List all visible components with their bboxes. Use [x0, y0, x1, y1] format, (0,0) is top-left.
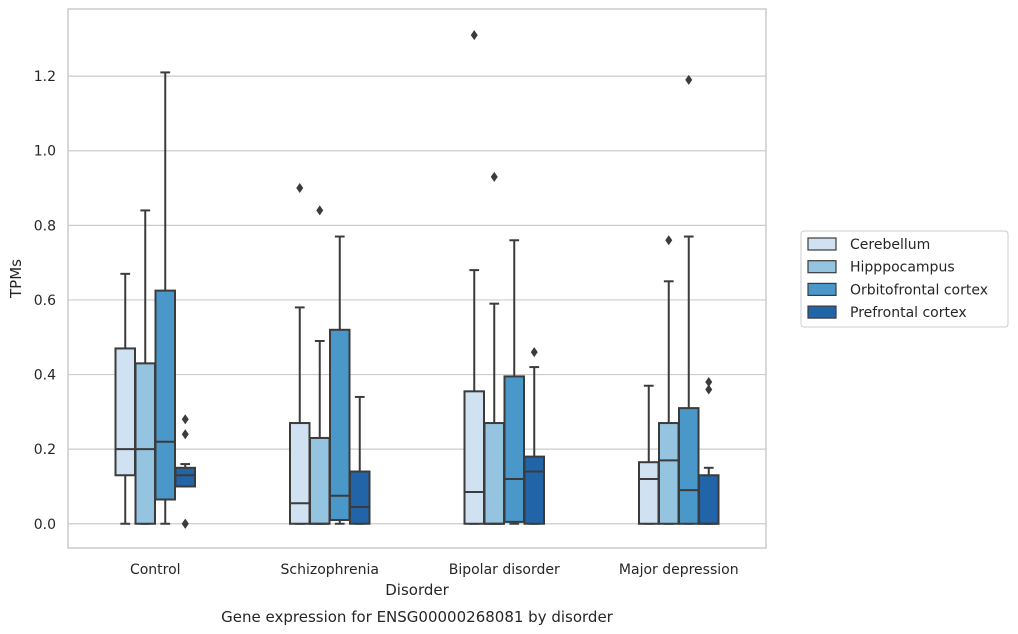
- box-cerebellum-1: [289, 183, 311, 525]
- legend-item-label: Cerebellum: [850, 237, 930, 253]
- box-body: [289, 422, 311, 525]
- y-tick-label: 1.2: [34, 69, 56, 85]
- x-tick-label: Major depression: [619, 562, 739, 578]
- outlier-point: [665, 235, 673, 246]
- box-prefrontal-cortex-1: [349, 395, 371, 525]
- box-body: [463, 390, 485, 525]
- box-body: [309, 436, 331, 525]
- box-body: [114, 347, 136, 477]
- box-body: [483, 422, 505, 525]
- outlier-point: [316, 205, 324, 216]
- box-orbitofrontal-cortex-2: [503, 239, 525, 525]
- box-prefrontal-cortex-3: [698, 377, 720, 525]
- y-grid: [68, 75, 766, 525]
- legend-item-label: Orbitofrontal cortex: [850, 282, 988, 298]
- box-body: [349, 470, 371, 525]
- plot-frame: [67, 8, 767, 549]
- legend-frame: [800, 230, 1009, 328]
- box-hipppocampus-3: [658, 235, 680, 525]
- box-cerebellum-3: [638, 384, 660, 525]
- outlier-point: [530, 347, 538, 358]
- legend: Cerebellum Hipppocampus Orbitofrontal cort…: [800, 230, 1009, 328]
- legend-swatch: [807, 305, 837, 319]
- y-tick-label: 0.4: [34, 368, 56, 384]
- box-body: [503, 375, 525, 523]
- box-orbitofrontal-cortex-3: [678, 74, 700, 525]
- box-cerebellum-0: [114, 272, 136, 525]
- outlier-point: [685, 74, 693, 85]
- y-tick-labels: 0.0 0.2 0.4 0.6 0.8 1.0 1.2: [34, 69, 56, 533]
- legend-swatch: [807, 260, 837, 274]
- y-tick-label: 1.0: [34, 144, 56, 160]
- y-tick-label: 0.6: [34, 293, 56, 309]
- box-body: [154, 289, 176, 501]
- box-body: [523, 455, 545, 525]
- y-tick-label: 0.0: [34, 517, 56, 533]
- box-cerebellum-2: [463, 30, 485, 525]
- legend-swatch: [807, 282, 837, 296]
- box-body: [134, 362, 156, 525]
- y-tick-label: 0.8: [34, 218, 56, 234]
- outlier-point: [181, 518, 189, 529]
- box-body: [698, 474, 720, 525]
- outlier-point: [181, 414, 189, 425]
- box-body: [678, 407, 700, 525]
- legend-item-label: Hipppocampus: [850, 260, 955, 276]
- box-orbitofrontal-cortex-1: [329, 235, 351, 525]
- box-prefrontal-cortex-2: [523, 347, 545, 525]
- legend-item-label: Prefrontal cortex: [850, 305, 967, 321]
- box-prefrontal-cortex-0: [174, 414, 196, 529]
- box-orbitofrontal-cortex-0: [154, 71, 176, 525]
- box-body: [658, 422, 680, 525]
- y-tick-label: 0.2: [34, 442, 56, 458]
- outlier-point: [296, 183, 304, 194]
- y-axis-label: TPMs: [7, 259, 25, 299]
- x-tick-labels: Control Schizophrenia Bipolar disorder Majo…: [130, 562, 739, 578]
- chart-title: Gene expression for ENSG00000268081 by d…: [221, 608, 614, 626]
- box-hipppocampus-0: [134, 209, 156, 525]
- plot-boxes: [114, 30, 720, 529]
- outlier-point: [470, 30, 478, 41]
- box-hipppocampus-2: [483, 171, 505, 525]
- x-tick-label: Control: [130, 562, 181, 578]
- box-hipppocampus-1: [309, 205, 331, 525]
- x-tick-label: Bipolar disorder: [449, 562, 560, 578]
- legend-swatch: [807, 237, 837, 251]
- outlier-point: [181, 429, 189, 440]
- box-body: [174, 466, 196, 488]
- x-axis-label: Disorder: [385, 581, 449, 599]
- x-tick-label: Schizophrenia: [281, 562, 379, 578]
- outlier-point: [490, 171, 498, 182]
- box-body: [638, 461, 660, 525]
- outlier-point: [705, 377, 713, 388]
- box-body: [329, 328, 351, 522]
- outlier-point: [705, 384, 713, 395]
